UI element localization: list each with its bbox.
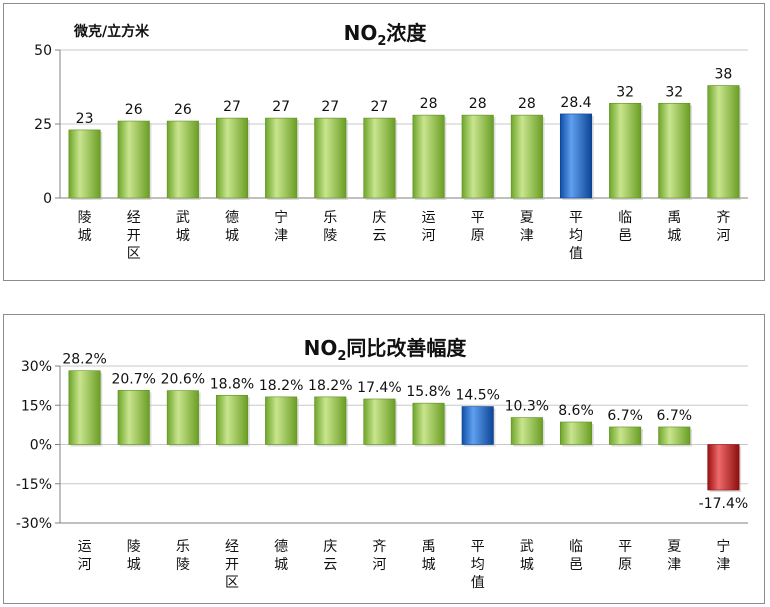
bar-禹城 [412, 402, 445, 445]
bar-经开区 [215, 395, 249, 445]
bar-庆云 [363, 117, 396, 199]
data-label: 38 [715, 67, 733, 83]
data-label: 8.6% [558, 403, 594, 419]
data-label: 28.4 [560, 95, 591, 111]
category-label: 宁津 [716, 538, 730, 573]
chart-title-no2-improvement: NO2同比改善幅度 [304, 336, 468, 364]
data-label: 18.2% [308, 378, 352, 394]
bar-夏津 [510, 114, 543, 199]
data-label: 14.5% [455, 388, 499, 404]
data-label: 28.2% [62, 352, 106, 368]
bar-平均值 [461, 406, 494, 445]
data-label: 10.3% [505, 399, 549, 415]
bar-禹城 [658, 102, 691, 199]
bar-宁津 [265, 117, 298, 199]
data-label: 27 [272, 99, 290, 115]
data-label: 18.2% [259, 378, 303, 394]
data-label: 6.7% [607, 408, 643, 424]
bar-运河 [412, 114, 445, 199]
bar-德城 [215, 117, 249, 199]
data-label: 26 [125, 102, 143, 118]
category-label: 禹城 [422, 539, 436, 573]
data-label: 32 [616, 84, 634, 100]
category-label: 临邑 [618, 210, 632, 244]
bar-乐陵 [166, 390, 199, 445]
category-label: 运河 [422, 210, 436, 244]
data-label: 28 [518, 96, 536, 112]
y-axis-unit-label: 微克/立方米 [73, 23, 150, 40]
bar-陵城 [68, 129, 101, 199]
data-label: 23 [76, 111, 94, 127]
category-label: 齐河 [716, 210, 730, 244]
category-label: 武城 [520, 539, 534, 573]
category-label: 平原 [471, 210, 485, 244]
data-label: 20.7% [111, 371, 155, 387]
data-label: 26 [174, 102, 192, 118]
data-label: 27 [371, 99, 389, 115]
bar-运河 [68, 370, 101, 445]
category-label: 德城 [274, 539, 288, 573]
no2-improvement-panel [3, 314, 765, 604]
category-label: 平均值 [569, 210, 583, 262]
category-label: 经开区 [127, 210, 141, 262]
bar-临邑 [559, 421, 593, 445]
category-label: 乐陵 [323, 210, 337, 244]
category-label: 禹城 [667, 210, 681, 244]
data-label: 15.8% [406, 384, 450, 400]
category-label: 武城 [176, 210, 190, 244]
category-label: 陵城 [127, 539, 141, 573]
bar-德城 [265, 396, 298, 445]
category-label: 德城 [225, 210, 239, 244]
data-label: -17.4% [699, 496, 749, 512]
bar-平原 [609, 426, 642, 445]
data-label: 32 [665, 84, 683, 100]
y-tick-label: 25 [34, 117, 52, 133]
category-label: 乐陵 [176, 539, 190, 573]
data-label: 18.8% [210, 376, 254, 392]
category-label: 齐河 [372, 539, 386, 573]
bar-庆云 [314, 396, 347, 445]
y-tick-label: 50 [34, 43, 52, 59]
y-tick-label: 0 [43, 191, 52, 207]
y-tick-label: 15% [21, 398, 52, 414]
data-label: 17.4% [357, 380, 401, 396]
bar-平均值 [559, 113, 593, 199]
y-tick-label: -30% [16, 516, 52, 532]
data-label: 28 [420, 96, 438, 112]
category-label: 平均值 [471, 539, 485, 591]
category-label: 庆云 [372, 210, 386, 244]
category-label: 平原 [618, 539, 632, 573]
data-label: 20.6% [161, 372, 205, 388]
bar-齐河 [707, 85, 740, 199]
y-tick-label: 30% [21, 359, 52, 375]
bar-经开区 [117, 120, 150, 199]
category-label: 经开区 [225, 539, 239, 591]
category-label: 夏津 [667, 539, 681, 573]
category-label: 陵城 [78, 210, 92, 244]
bar-临邑 [609, 102, 642, 199]
data-label: 27 [223, 99, 241, 115]
chart-title-no2-concentration: NO2浓度 [344, 21, 428, 49]
bar-夏津 [658, 426, 691, 445]
y-tick-label: -15% [16, 477, 52, 493]
bar-武城 [510, 417, 543, 445]
category-label: 临邑 [569, 539, 583, 573]
bar-齐河 [363, 398, 396, 445]
no2-concentration-chart: 23 26 26 27 27 27 27 28 28 28 28.4 32 32 38 陵城 经开区 武城 德城… [34, 21, 748, 262]
category-label: 夏津 [520, 210, 534, 244]
bar-武城 [166, 120, 199, 199]
bar-宁津 [707, 444, 740, 491]
bar-陵城 [117, 390, 150, 445]
data-label: 6.7% [656, 408, 692, 424]
category-label: 宁津 [274, 209, 288, 244]
bar-乐陵 [314, 117, 347, 199]
bar-平原 [461, 114, 494, 199]
data-label: 27 [321, 99, 339, 115]
data-label: 28 [469, 96, 487, 112]
category-label: 庆云 [323, 539, 337, 573]
category-label: 运河 [78, 539, 92, 573]
y-tick-label: 0% [30, 438, 52, 454]
